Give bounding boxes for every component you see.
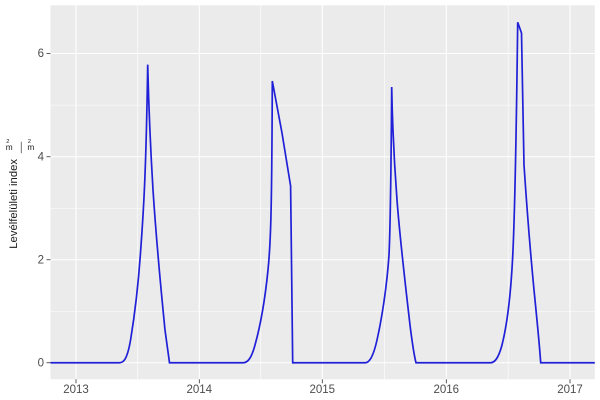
svg-text:2013: 2013 — [63, 384, 89, 396]
svg-text:2015: 2015 — [310, 384, 336, 396]
svg-text:0: 0 — [38, 358, 44, 370]
svg-text:2016: 2016 — [434, 384, 460, 396]
svg-text:6: 6 — [38, 48, 44, 60]
svg-text:Levélfelületi index: Levélfelületi index — [8, 159, 20, 249]
svg-text:2: 2 — [28, 139, 31, 145]
svg-text:4: 4 — [38, 152, 45, 164]
svg-text:2: 2 — [6, 139, 9, 145]
svg-text:2014: 2014 — [187, 384, 213, 396]
svg-text:2: 2 — [38, 255, 44, 267]
svg-text:2017: 2017 — [557, 384, 583, 396]
